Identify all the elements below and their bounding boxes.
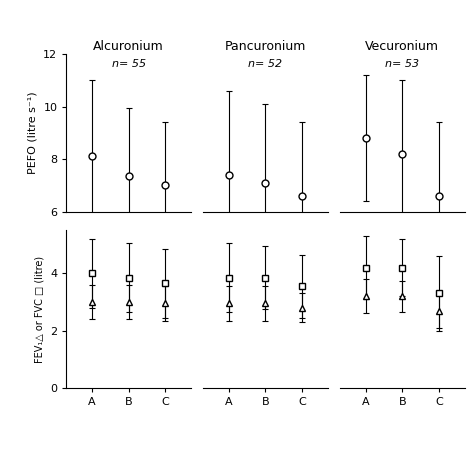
Text: n= 52: n= 52 [248, 59, 283, 69]
Title: Alcuronium: Alcuronium [93, 40, 164, 53]
Y-axis label: FEV₁△ or FVC □ (litre): FEV₁△ or FVC □ (litre) [35, 256, 45, 363]
Text: n= 55: n= 55 [111, 59, 146, 69]
Text: n= 53: n= 53 [385, 59, 419, 69]
Y-axis label: PEFO (litre s⁻¹): PEFO (litre s⁻¹) [27, 92, 37, 174]
Title: Pancuronium: Pancuronium [225, 40, 306, 53]
Title: Vecuronium: Vecuronium [365, 40, 439, 53]
